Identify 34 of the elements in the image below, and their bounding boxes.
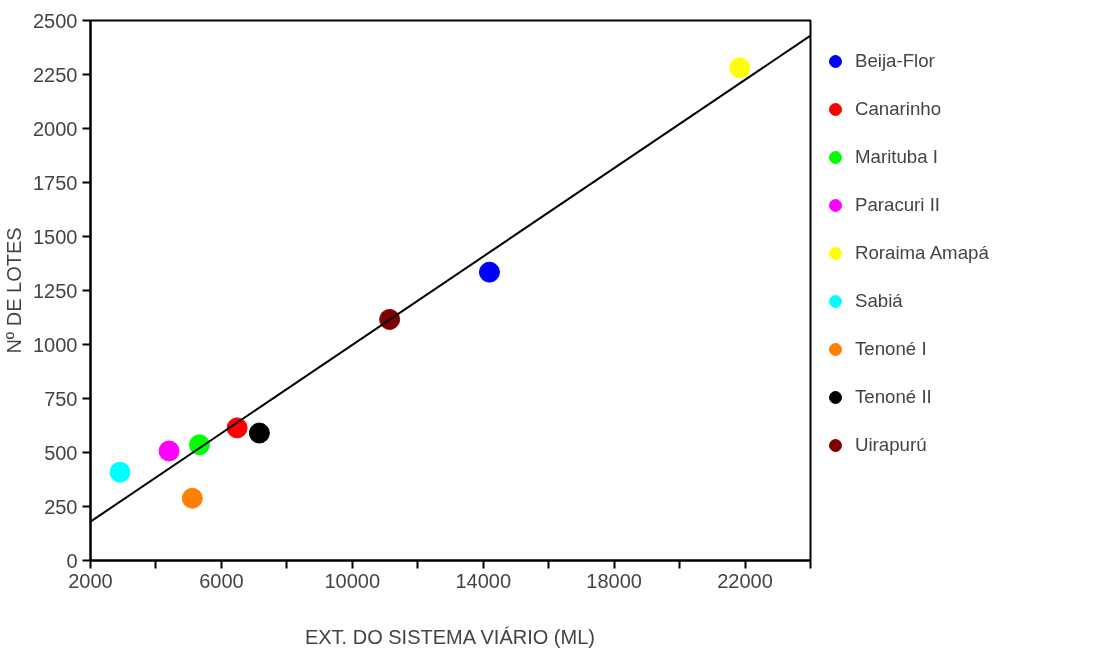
x-tick-label: 22000	[717, 569, 773, 592]
legend-label: Sabiá	[855, 290, 903, 312]
y-tick-label: 2000	[33, 117, 78, 140]
y-tick-label: 2250	[33, 63, 78, 86]
legend-label: Marituba I	[855, 146, 938, 168]
x-tick-label: 14000	[455, 569, 512, 592]
x-tick-label: 18000	[586, 569, 642, 592]
legend-label: Tenoné I	[855, 338, 927, 360]
x-tick-label: 6000	[199, 569, 244, 592]
point	[478, 261, 500, 283]
x-axis-title: EXT. DO SISTEMA VIÁRIO (ML)	[304, 625, 595, 648]
legend-label: Canarinho	[855, 98, 942, 120]
y-axis-title: Nº DE LOTES	[3, 227, 26, 354]
y-tick-label: 750	[44, 387, 78, 410]
point	[729, 57, 751, 79]
y-tick-label: 1500	[33, 225, 78, 248]
y-tick-label: 1750	[33, 171, 78, 194]
legend-label: Uirapurú	[855, 434, 927, 456]
point	[109, 461, 131, 483]
x-tick-label: 10000	[324, 569, 381, 592]
y-tick-label: 0	[66, 549, 78, 572]
y-tick-label: 1000	[33, 333, 78, 356]
x-tick-label: 2000	[68, 569, 113, 592]
point	[158, 440, 180, 462]
y-tick-label: 2500	[33, 9, 78, 32]
legend-label: Roraima Amapá	[855, 242, 989, 264]
legend-label: Tenoné II	[855, 386, 932, 408]
point	[248, 422, 270, 444]
legend-label: Paracuri II	[855, 194, 941, 216]
point	[181, 487, 203, 509]
y-tick-label: 250	[44, 495, 78, 518]
y-tick-label: 1250	[33, 279, 78, 302]
y-tick-label: 500	[44, 441, 78, 464]
legend-label: Beija-Flor	[855, 50, 935, 72]
